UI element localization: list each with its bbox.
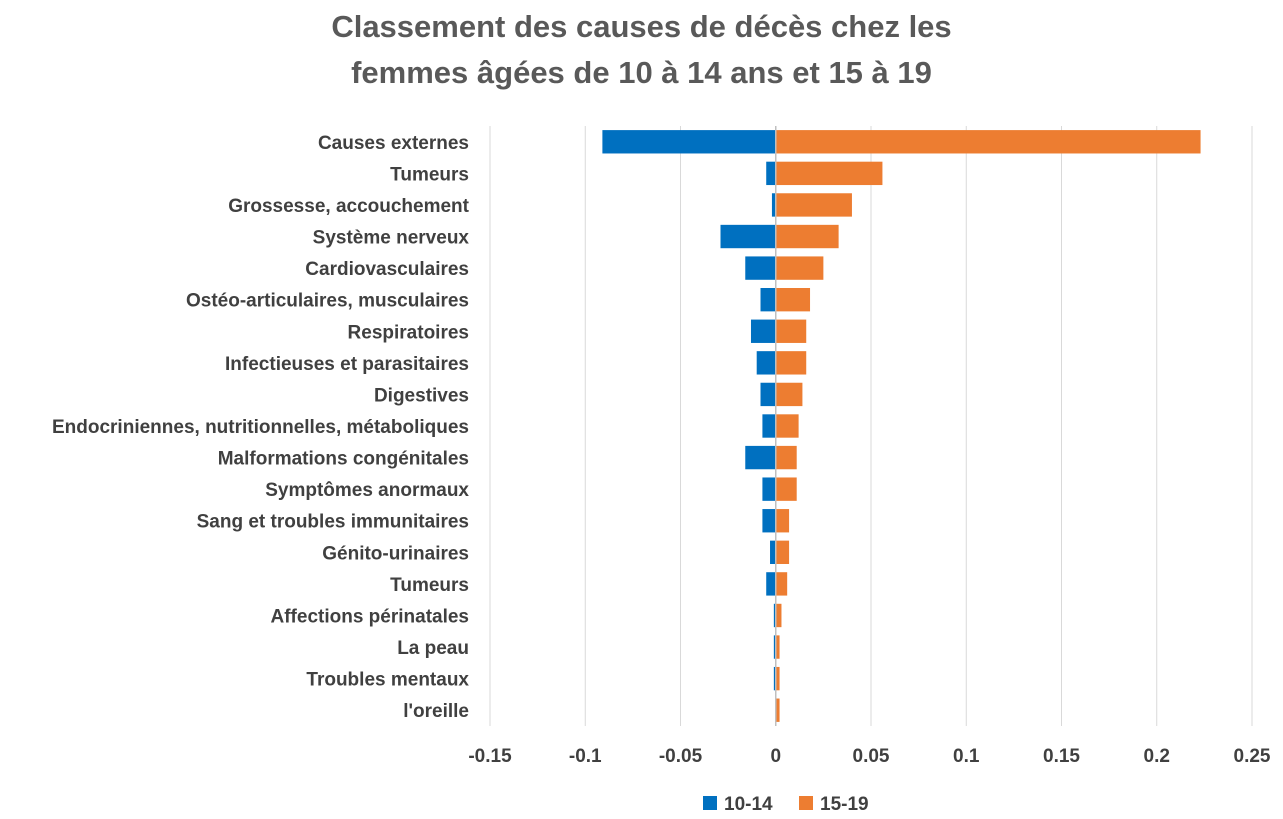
bar-15-19-7 [775, 351, 807, 375]
category-label: Tumeurs [390, 164, 469, 185]
category-label: Troubles mentaux [306, 670, 469, 691]
bar-15-19-15 [775, 603, 782, 628]
bar-10-14-3 [720, 224, 776, 249]
category-label: Génito-urinaires [322, 543, 469, 564]
x-tick-label: 0.05 [853, 746, 890, 767]
bar-10-14-17 [773, 666, 776, 691]
bar-15-19-14 [775, 572, 788, 596]
category-label: Respiratoires [348, 322, 469, 343]
bar-10-14-14 [766, 572, 776, 596]
bar-15-19-9 [775, 414, 799, 438]
bar-15-19-10 [775, 445, 797, 470]
bar-15-19-4 [775, 256, 824, 280]
category-label: Digestives [374, 385, 469, 406]
bar-15-19-13 [775, 540, 790, 564]
legend-label: 10-14 [724, 794, 773, 815]
category-label: Endocriniennes, nutritionnelles, métabol… [52, 417, 469, 438]
bar-15-19-0 [775, 130, 1201, 154]
gridlines [489, 126, 1253, 726]
bar-15-19-1 [775, 161, 883, 186]
category-labels: Causes externes Tumeurs Grossesse, accouch… [52, 133, 470, 722]
bar-10-14-6 [750, 319, 776, 343]
category-label: La peau [397, 638, 469, 659]
bar-10-14-4 [745, 256, 776, 280]
bar-10-14-16 [773, 635, 776, 659]
chart-title-line-2: femmes âgées de 10 à 14 ans et 15 à 19 [351, 55, 932, 90]
bar-10-14-5 [760, 288, 776, 312]
chart-title: Classement des causes de décès chez les … [0, 4, 1283, 96]
legend-swatch-15-19 [799, 796, 813, 810]
bars [602, 130, 1201, 722]
category-label: Malformations congénitales [218, 449, 469, 470]
category-label: Affections périnatales [271, 606, 470, 627]
bar-10-14-0 [602, 130, 776, 154]
bar-15-19-11 [775, 477, 797, 501]
category-label: Système nerveux [313, 228, 470, 249]
category-label: Ostéo-articulaires, musculaires [186, 291, 469, 312]
x-tick-label: 0.15 [1043, 746, 1080, 767]
legend-label: 15-19 [820, 794, 869, 815]
legend-swatch-10-14 [703, 796, 717, 810]
bar-10-14-7 [756, 351, 776, 375]
bar-10-14-12 [762, 509, 776, 533]
category-label: l'oreille [403, 701, 469, 722]
bar-10-14-13 [770, 540, 776, 564]
category-label: Grossesse, accouchement [228, 196, 469, 217]
bar-15-19-12 [775, 509, 790, 533]
category-label: Symptômes anormaux [265, 480, 469, 501]
bar-15-19-16 [775, 635, 780, 659]
x-tick-label: 0.1 [953, 746, 980, 767]
x-tick-label: -0.1 [569, 746, 602, 767]
category-label: Causes externes [318, 133, 469, 154]
bar-15-19-8 [775, 382, 803, 407]
x-tick-label: 0.25 [1234, 746, 1271, 767]
category-label: Infectieuses et parasitaires [225, 354, 469, 375]
bar-15-19-5 [775, 288, 811, 312]
bar-10-14-11 [762, 477, 776, 501]
bar-10-14-10 [745, 445, 776, 470]
x-tick-labels: -0.15 -0.1 -0.05 0 0.05 0.1 0.15 0.2 0.25 [468, 746, 1271, 767]
bar-15-19-3 [775, 224, 839, 249]
bar-10-14-1 [766, 161, 776, 186]
x-tick-label: 0 [770, 746, 781, 767]
x-tick-label: -0.15 [468, 746, 512, 767]
bar-15-19-18 [775, 698, 780, 722]
bar-10-14-9 [762, 414, 776, 438]
chart-title-line-1: Classement des causes de décès chez les [331, 9, 952, 44]
bar-10-14-2 [771, 193, 776, 217]
bar-10-14-8 [760, 382, 776, 407]
x-tick-label: 0.2 [1144, 746, 1170, 767]
bar-15-19-2 [775, 193, 852, 217]
bar-15-19-17 [775, 666, 780, 691]
category-label: Sang et troubles immunitaires [197, 512, 469, 533]
x-tick-label: -0.05 [659, 746, 703, 767]
bar-15-19-6 [775, 319, 807, 343]
category-label: Cardiovasculaires [305, 259, 469, 280]
bar-10-14-15 [773, 603, 776, 628]
legend: 10-14 15-19 [703, 794, 869, 815]
category-label: Tumeurs [390, 575, 469, 596]
